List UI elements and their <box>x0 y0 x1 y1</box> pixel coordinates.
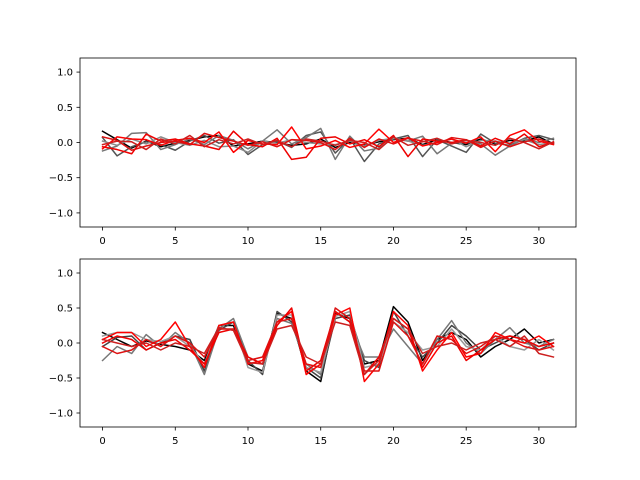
x-tick-label: 5 <box>172 236 178 247</box>
x-tick-label: 0 <box>99 436 105 447</box>
y-tick-label: 0.0 <box>57 339 73 350</box>
y-tick-label: 0.5 <box>57 103 73 114</box>
top-subplot: 0 5 10 15 20 25 30 −1.0 −0.5 0.0 0.5 1.0 <box>49 57 577 247</box>
series-line-7 <box>101 307 555 372</box>
series-group <box>101 126 555 163</box>
y-tick-label: −1.0 <box>49 409 73 420</box>
x-tick-label: 0 <box>99 236 105 247</box>
series-line-6 <box>101 130 555 161</box>
x-tick-label: 10 <box>242 436 255 447</box>
x-tick-label: 20 <box>387 436 400 447</box>
y-tick-label: 1.0 <box>57 68 73 79</box>
y-tick-label: 1.0 <box>57 269 73 280</box>
x-tick-label: 15 <box>314 436 327 447</box>
bottom-subplot: 0 5 10 15 20 25 30 −1.0 −0.5 0.0 0.5 1.0 <box>49 258 577 447</box>
y-tick-label: 0.5 <box>57 304 73 315</box>
y-tick-label: 0.0 <box>57 138 73 149</box>
series-group <box>101 305 555 383</box>
x-tick-label: 25 <box>460 236 473 247</box>
x-tick-label: 5 <box>172 436 178 447</box>
y-tick-label: −0.5 <box>49 173 73 184</box>
x-tick-label: 25 <box>460 436 473 447</box>
y-tick-label: −1.0 <box>49 208 73 219</box>
x-tick-label: 10 <box>242 236 255 247</box>
x-tick-label: 20 <box>387 236 400 247</box>
series-line-8 <box>101 134 555 151</box>
x-tick-label: 30 <box>533 236 546 247</box>
series-line-8 <box>101 317 555 376</box>
x-tick-label: 15 <box>314 236 327 247</box>
x-tick-label: 30 <box>533 436 546 447</box>
y-tick-label: −0.5 <box>49 374 73 385</box>
